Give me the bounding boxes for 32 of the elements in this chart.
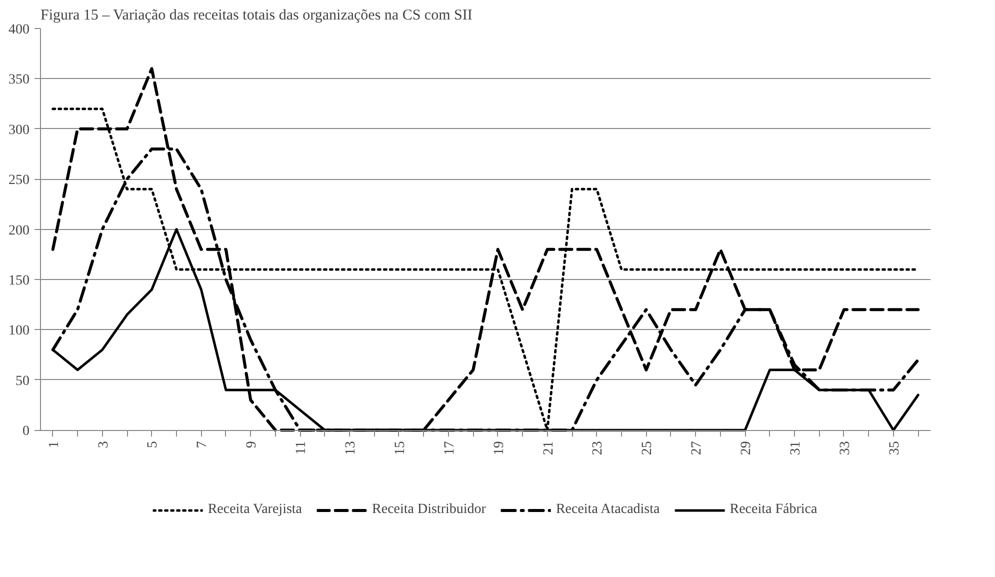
x-tick-label: 5 [146,441,161,448]
y-tick-label: 350 [8,72,30,88]
x-tick-label: 23 [590,441,606,456]
y-tick-label: 200 [8,223,30,238]
x-tick-label: 25 [640,441,656,456]
legend-label: Receita Varejista [208,502,302,518]
legend-label: Receita Atacadista [556,502,660,518]
y-tick-label: 150 [8,274,30,289]
x-tick-label: 1 [46,441,62,448]
y-tick-label: 50 [16,374,30,389]
x-tick-label: 9 [244,441,260,448]
x-tick-label: 29 [739,441,754,456]
y-tick-label: 0 [22,424,30,440]
x-tick-label: 31 [788,441,804,456]
chart-title: Figura 15 – Variação das receitas totais das organizações na CS com SII [40,8,472,24]
legend-label: Receita Distribuidor [372,502,486,518]
x-tick-label: 17 [442,441,458,456]
y-tick-label: 300 [8,122,30,138]
x-tick-label: 27 [690,441,705,456]
y-tick-label: 400 [8,22,30,38]
x-tick-label: 3 [96,441,112,448]
y-tick-label: 250 [8,173,30,188]
x-tick-label: 13 [344,441,359,456]
y-tick-label: 100 [8,324,30,339]
x-tick-label: 15 [392,441,408,456]
x-tick-label: 33 [838,441,853,456]
x-tick-label: 21 [541,441,556,456]
x-tick-label: 19 [492,441,507,456]
x-tick-label: 7 [195,441,210,448]
x-tick-label: 11 [294,441,310,455]
x-tick-label: 35 [887,441,902,456]
legend-label: Receita Fábrica [730,502,818,518]
